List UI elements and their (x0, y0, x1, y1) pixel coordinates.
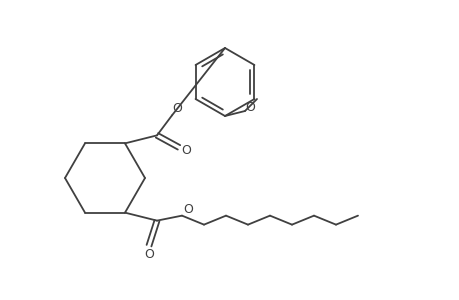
Text: O: O (245, 100, 254, 113)
Text: O: O (183, 203, 192, 216)
Text: O: O (172, 102, 182, 115)
Text: O: O (181, 144, 190, 157)
Text: O: O (144, 248, 154, 261)
